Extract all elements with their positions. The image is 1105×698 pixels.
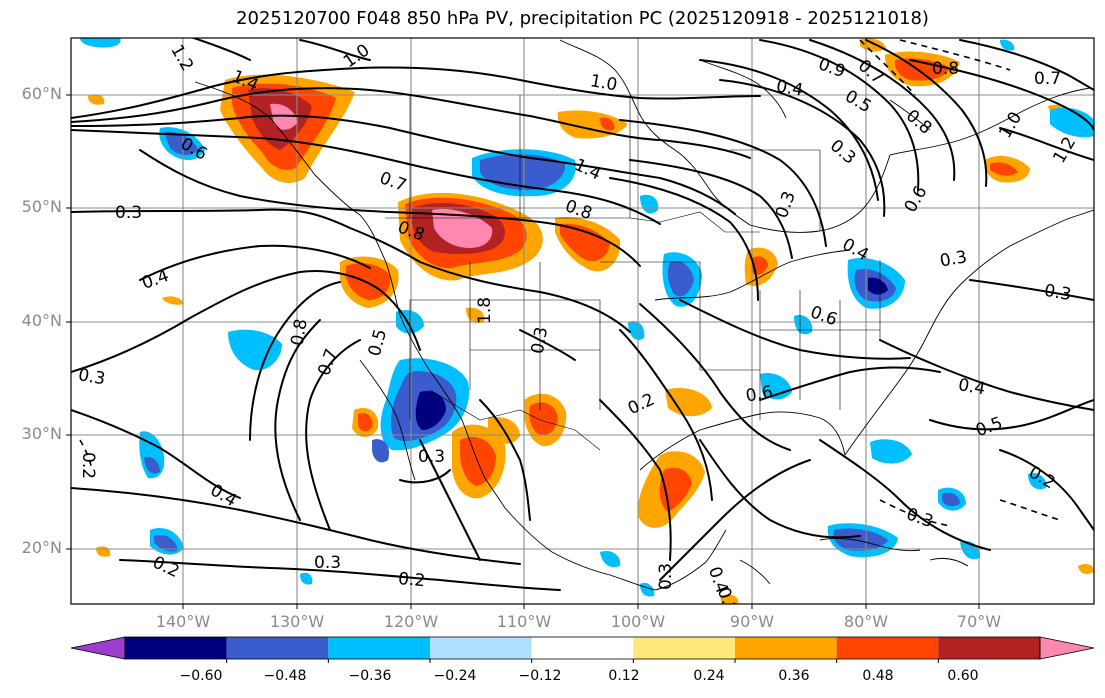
contour-label: 0.4 [957,375,987,399]
contour-label: 0.8 [932,59,959,79]
pv-contours [71,38,1094,591]
colorbar [70,636,1095,663]
precip-positive-pacific-nw [220,74,355,183]
contour-label: 0.3 [77,365,107,389]
colorbar-segment [633,637,735,659]
colorbar-tick-label: 0.48 [862,668,894,684]
longitude-label: 80°W [843,612,889,631]
longitude-label: 100°W [610,612,666,631]
longitude-label: 120°W [383,612,439,631]
colorbar-segment [430,637,532,659]
contour-label: 0.3 [115,203,142,223]
colorbar-tick-label: 0.24 [693,668,725,684]
colorbar-outline [124,636,1041,660]
colorbar-tick-label: 0.12 [608,668,640,684]
longitude-label: 70°W [956,612,1002,631]
colorbar-segment [328,637,430,659]
colorbar-tick-label: −0.12 [518,668,562,684]
political-borders [385,95,881,451]
contour-label: 0.3 [528,325,552,355]
longitude-label: 90°W [729,612,775,631]
colorbar-tick-label: −0.48 [263,668,307,684]
colorbar-segment [938,637,1040,659]
contour-label: 0.4 [775,76,805,100]
colorbar-tick-label: 0.60 [947,668,979,684]
contour-label: 0.6 [744,382,774,406]
latitude-label: 40°N [21,311,62,330]
colorbar-extend-high [1039,636,1095,660]
pv-contours-dashed [79,39,1061,527]
contour-label: 1.8 [475,297,495,324]
colorbar-extend-low [70,636,126,660]
contour-label: 0.8 [287,317,311,347]
latitude-label: 30°N [21,424,62,443]
colorbar-segment [125,637,227,659]
colorbar-tick-label: −0.24 [433,668,477,684]
axis-ticks [66,94,980,609]
colorbar-segment [735,637,837,659]
colorbar-tick-label: 0.36 [778,668,810,684]
longitude-label: 140°W [155,612,211,631]
contour-label: 0.2 [397,569,426,591]
longitude-label: 110°W [496,612,552,631]
contour-label: 0.3 [314,553,341,573]
contour-label: 0.2 [78,452,98,479]
map-title: 2025120700 F048 850 hPa PV, precipitatio… [236,8,929,29]
precip-shading-layer [80,38,1094,604]
colorbar-tick-label: −0.36 [348,668,392,684]
longitude-label: 130°W [269,612,325,631]
map-frame [70,37,1095,605]
contour-label: 0.3 [418,447,445,467]
contour-label: 0.3 [1043,281,1073,305]
colorbar-segment [836,637,939,659]
contour-label: 0.7 [1034,69,1061,89]
latitude-label: 20°N [21,538,62,557]
contour-label: 0.3 [938,247,968,271]
contour-label: 1.0 [589,71,619,95]
colorbar-segment [531,637,634,659]
latitude-label: 50°N [21,197,62,216]
precip-positive-northern-rockies [339,110,628,308]
colorbar-segment [226,637,329,659]
colorbar-tick-label: −0.60 [179,668,223,684]
contour-label: 0.3 [656,563,676,590]
latitude-label: 60°N [21,84,62,103]
contour-label: 0.2 [713,585,741,617]
